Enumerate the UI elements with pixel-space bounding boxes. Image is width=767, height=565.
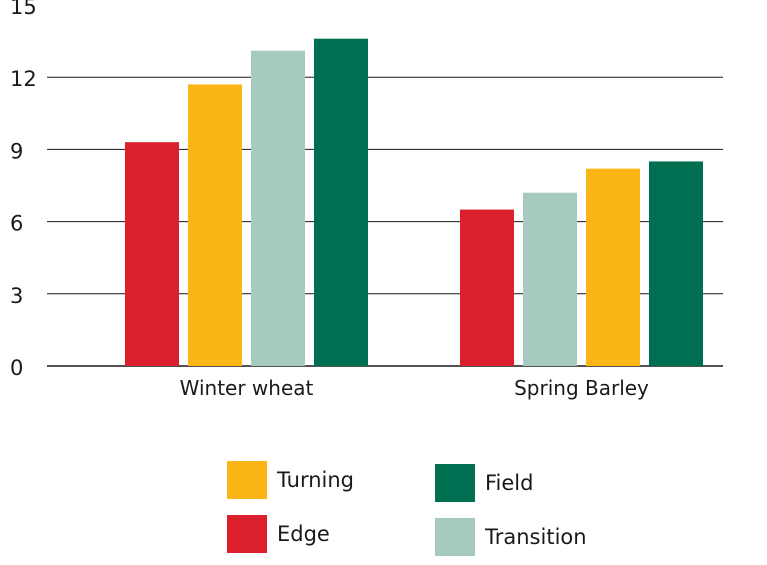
y-axis-ticks: 0 3 6 9 12 15 [10, 0, 37, 380]
bar-winter-wheat-transition [251, 50, 305, 367]
y-tick-label-0: 0 [10, 356, 23, 380]
bar-winter-wheat-edge [125, 142, 179, 366]
y-tick-label-15: 15 [10, 0, 37, 19]
x-category-label-1: Spring Barley [514, 376, 649, 400]
bar-spring-barley-turning [586, 168, 640, 366]
bar-winter-wheat-turning [188, 84, 242, 367]
x-axis-categories: Winter wheat Spring Barley [180, 376, 649, 400]
bar-spring-barley-edge [460, 209, 514, 366]
bar-winter-wheat-field [314, 38, 368, 367]
y-tick-label-3: 3 [10, 284, 23, 308]
bar-spring-barley-transition [523, 192, 577, 366]
bar-spring-barley-field [649, 161, 703, 366]
y-tick-label-9: 9 [10, 139, 23, 163]
y-tick-label-6: 6 [10, 212, 23, 236]
bars [125, 38, 703, 367]
x-category-label-0: Winter wheat [180, 376, 314, 400]
y-tick-label-12: 12 [10, 67, 37, 91]
